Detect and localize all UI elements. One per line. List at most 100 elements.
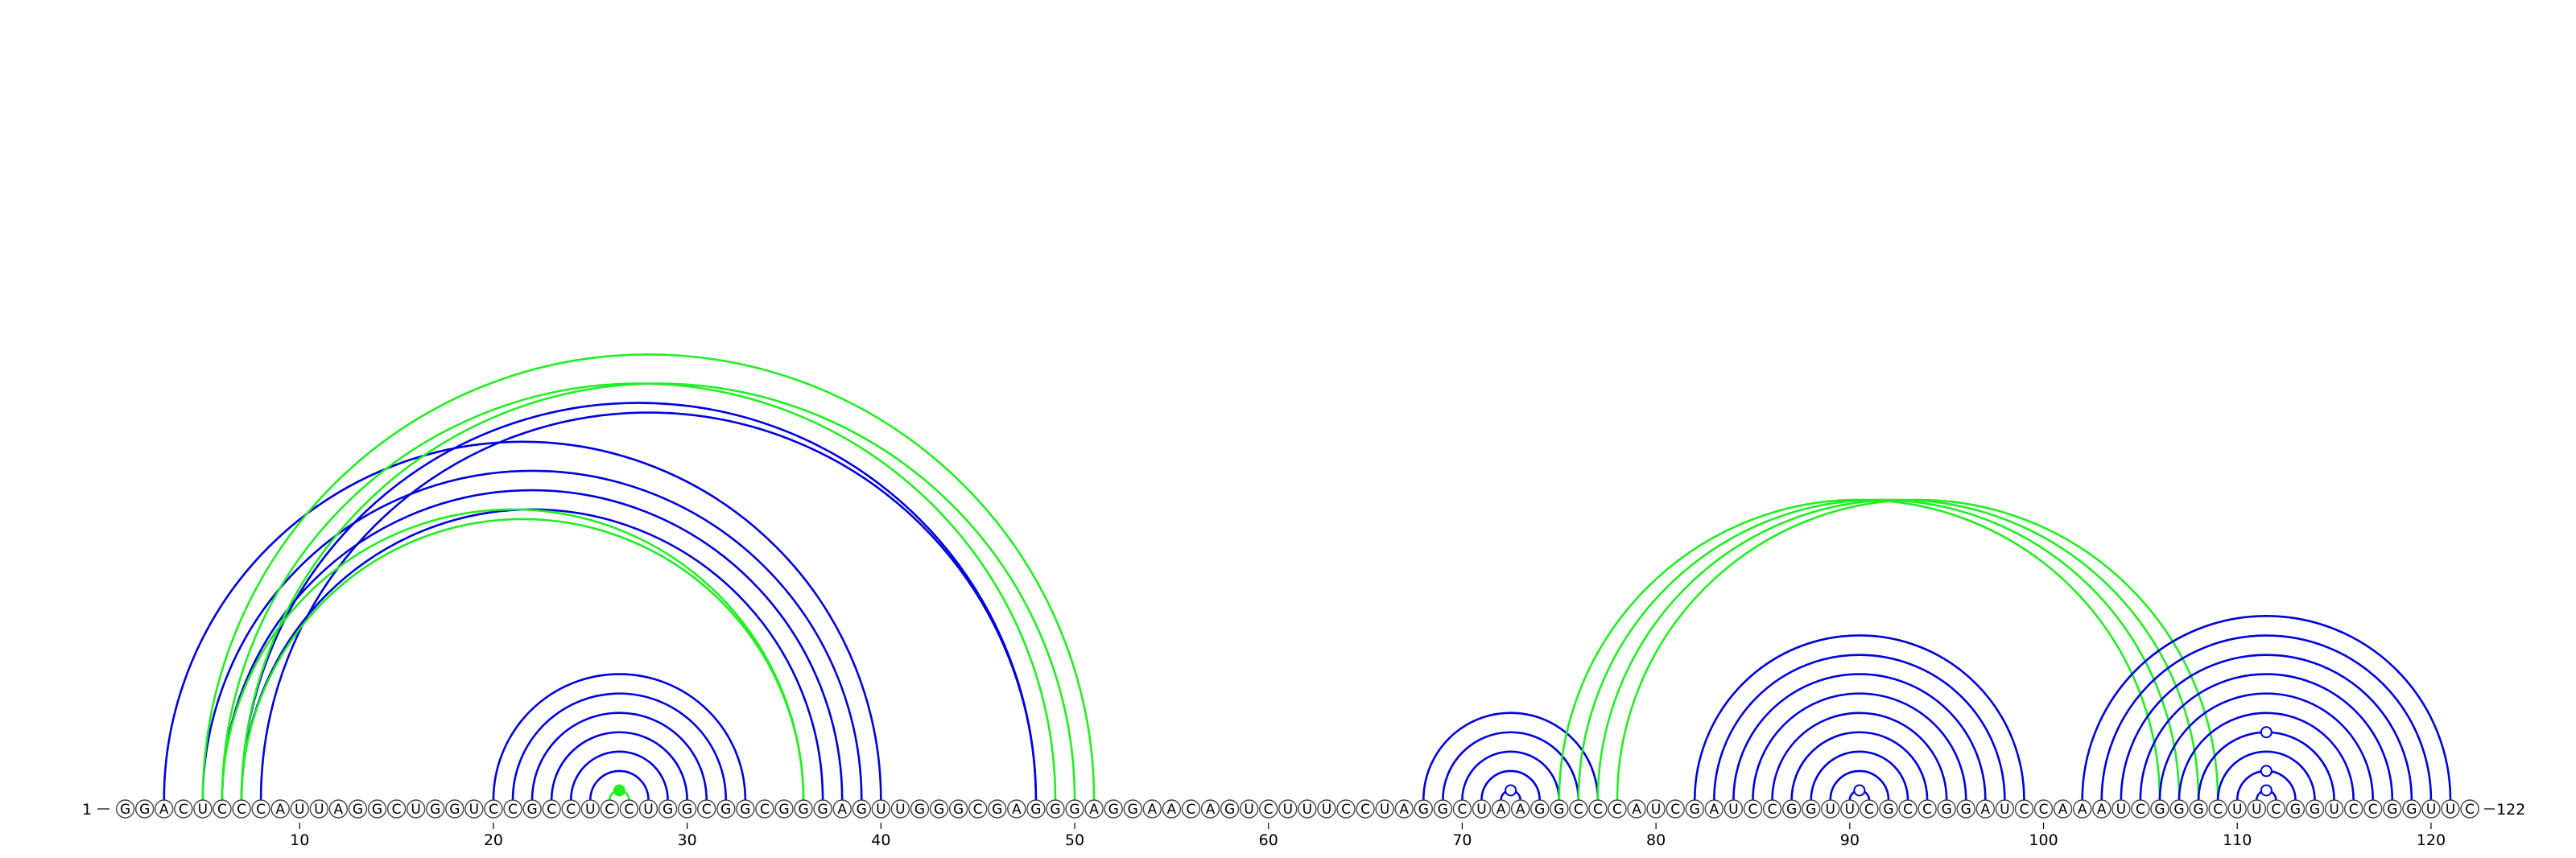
nucleotide-letter: A [1399,802,1409,818]
nucleotide: C [1452,799,1472,819]
nucleotide-letter: G [1224,802,1235,818]
nucleotide: C [2033,799,2054,819]
nucleotide: G [929,799,949,819]
nucleotide-letter: C [702,802,712,818]
base-pair-arc [1790,731,1929,801]
nucleotide-letter: G [353,802,363,818]
base-pair-arc [550,731,688,801]
end-label: 122 [2496,801,2525,819]
nucleotide: G [813,799,832,819]
nucleotide: G [1937,799,1956,819]
nucleotide-letter: U [1826,802,1835,818]
nucleotide: G [134,799,155,819]
nucleotide-letter: A [1147,802,1157,818]
nucleotide-letter: C [508,802,518,818]
nucleotide-letter: G [1690,802,1700,818]
nucleotide-letter: U [295,802,304,818]
nucleotide: G [1781,799,1802,819]
base-pair-arc [1480,769,1542,801]
nucleotide-letter: C [1593,802,1603,818]
nucleotide-letter: G [2174,802,2184,818]
nucleotide-letter: G [2387,802,2397,818]
nucleotide: G [1685,799,1704,819]
nucleotide-letter: C [2368,802,2378,818]
nucleotide: C [1860,799,1879,819]
nucleotide: G [2150,799,2169,819]
nucleotide-letter: U [585,802,595,818]
tick-label: 20 [484,831,503,849]
nucleotide-letter: G [953,802,964,818]
nucleotide: U [2227,799,2247,819]
tick-label: 90 [1840,831,1860,849]
nucleotide-letter: G [2290,802,2301,818]
nucleotide: A [1627,799,1646,819]
base-pair-arc [569,750,669,801]
nucleotide: C [2363,799,2383,819]
nucleotide: G [1550,799,1569,819]
nucleotide-letter: C [973,802,983,818]
nucleotide-letter: A [1980,802,1990,818]
nucleotide-letter: G [1961,802,1971,818]
nucleotide: C [1336,799,1356,819]
nucleotide-letter: U [1283,802,1293,818]
nucleotide-letter: U [1302,802,1312,818]
nucleotide: U [309,799,328,819]
nucleotide-letter: A [1167,802,1177,818]
nucleotide-letter: G [2193,802,2203,818]
nucleotide: C [561,799,580,819]
nucleotide: G [2402,799,2421,819]
nucleotide-letter: G [139,802,150,818]
nucleotide-letter: U [198,802,208,818]
base-pair-arc [221,382,1057,801]
nucleotide-letter: G [2154,802,2165,818]
nucleotide: U [2247,799,2267,819]
nucleotide-letter: G [798,802,808,818]
loop-marker [1505,784,1517,797]
backbone-layer: 1 122 [82,801,2525,819]
nucleotide-letter: A [275,802,285,818]
nucleotide: U [1995,799,2015,819]
tick-label: 100 [2029,831,2058,849]
nucleotide: G [1433,799,1453,819]
nucleotide: G [445,799,464,819]
nucleotide: C [1181,799,1201,819]
nucleotide-letter: C [1612,802,1622,818]
nucleotide: C [697,799,716,819]
nucleotide: C [968,799,988,819]
nucleotide-letter: G [818,802,828,818]
nucleotide: C [542,799,561,819]
nucleotide: U [2112,799,2131,819]
nucleotide: A [270,799,290,819]
nucleotide: U [1472,799,1492,819]
base-pair-arc [1693,634,2025,801]
nucleotide: U [1317,799,1336,819]
base-pair-arc [2158,692,2375,801]
nucleotide-letter: C [2271,802,2281,818]
nucleotide-letter: G [1534,802,1545,818]
nucleotide: A [2072,799,2092,819]
nucleotide: G [1046,799,1065,819]
nucleotide: G [1026,799,1046,819]
nucleotide: G [736,799,755,819]
nucleotide: C [386,799,407,819]
nucleotide-letter: U [2116,802,2126,818]
base-pair-arc [1752,692,1967,801]
nucleotide-letter: U [2426,802,2436,818]
nucleotide-letter: A [1516,802,1525,818]
nucleotide-letter: G [778,802,789,818]
nucleotide-letter: C [2020,802,2029,818]
base-pair-arc [2081,615,2452,801]
nucleotide-letter: G [720,802,731,818]
nucleotide: C [1356,799,1375,819]
base-pair-arc [588,769,650,801]
nucleotide: C [755,799,774,819]
nucleotide: C [2343,799,2363,819]
nucleotide-letter: C [256,802,266,818]
base-pair-arc [2216,750,2316,801]
nucleotide: A [1007,799,1026,819]
nucleotide-letter: A [1089,802,1099,818]
base-pair-arc [1810,750,1909,801]
nucleotide: C [1259,799,1278,819]
